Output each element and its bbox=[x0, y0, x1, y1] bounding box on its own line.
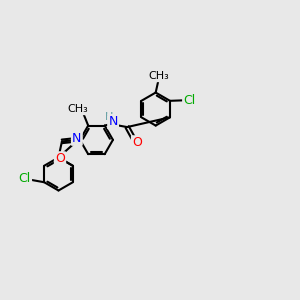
Text: Cl: Cl bbox=[19, 172, 31, 185]
Text: H: H bbox=[105, 112, 113, 122]
Text: Cl: Cl bbox=[183, 94, 196, 107]
Text: O: O bbox=[132, 136, 142, 149]
Text: N: N bbox=[72, 132, 82, 145]
Text: CH₃: CH₃ bbox=[67, 104, 88, 114]
Text: N: N bbox=[108, 115, 118, 128]
Text: CH₃: CH₃ bbox=[148, 71, 169, 81]
Text: O: O bbox=[55, 152, 65, 166]
